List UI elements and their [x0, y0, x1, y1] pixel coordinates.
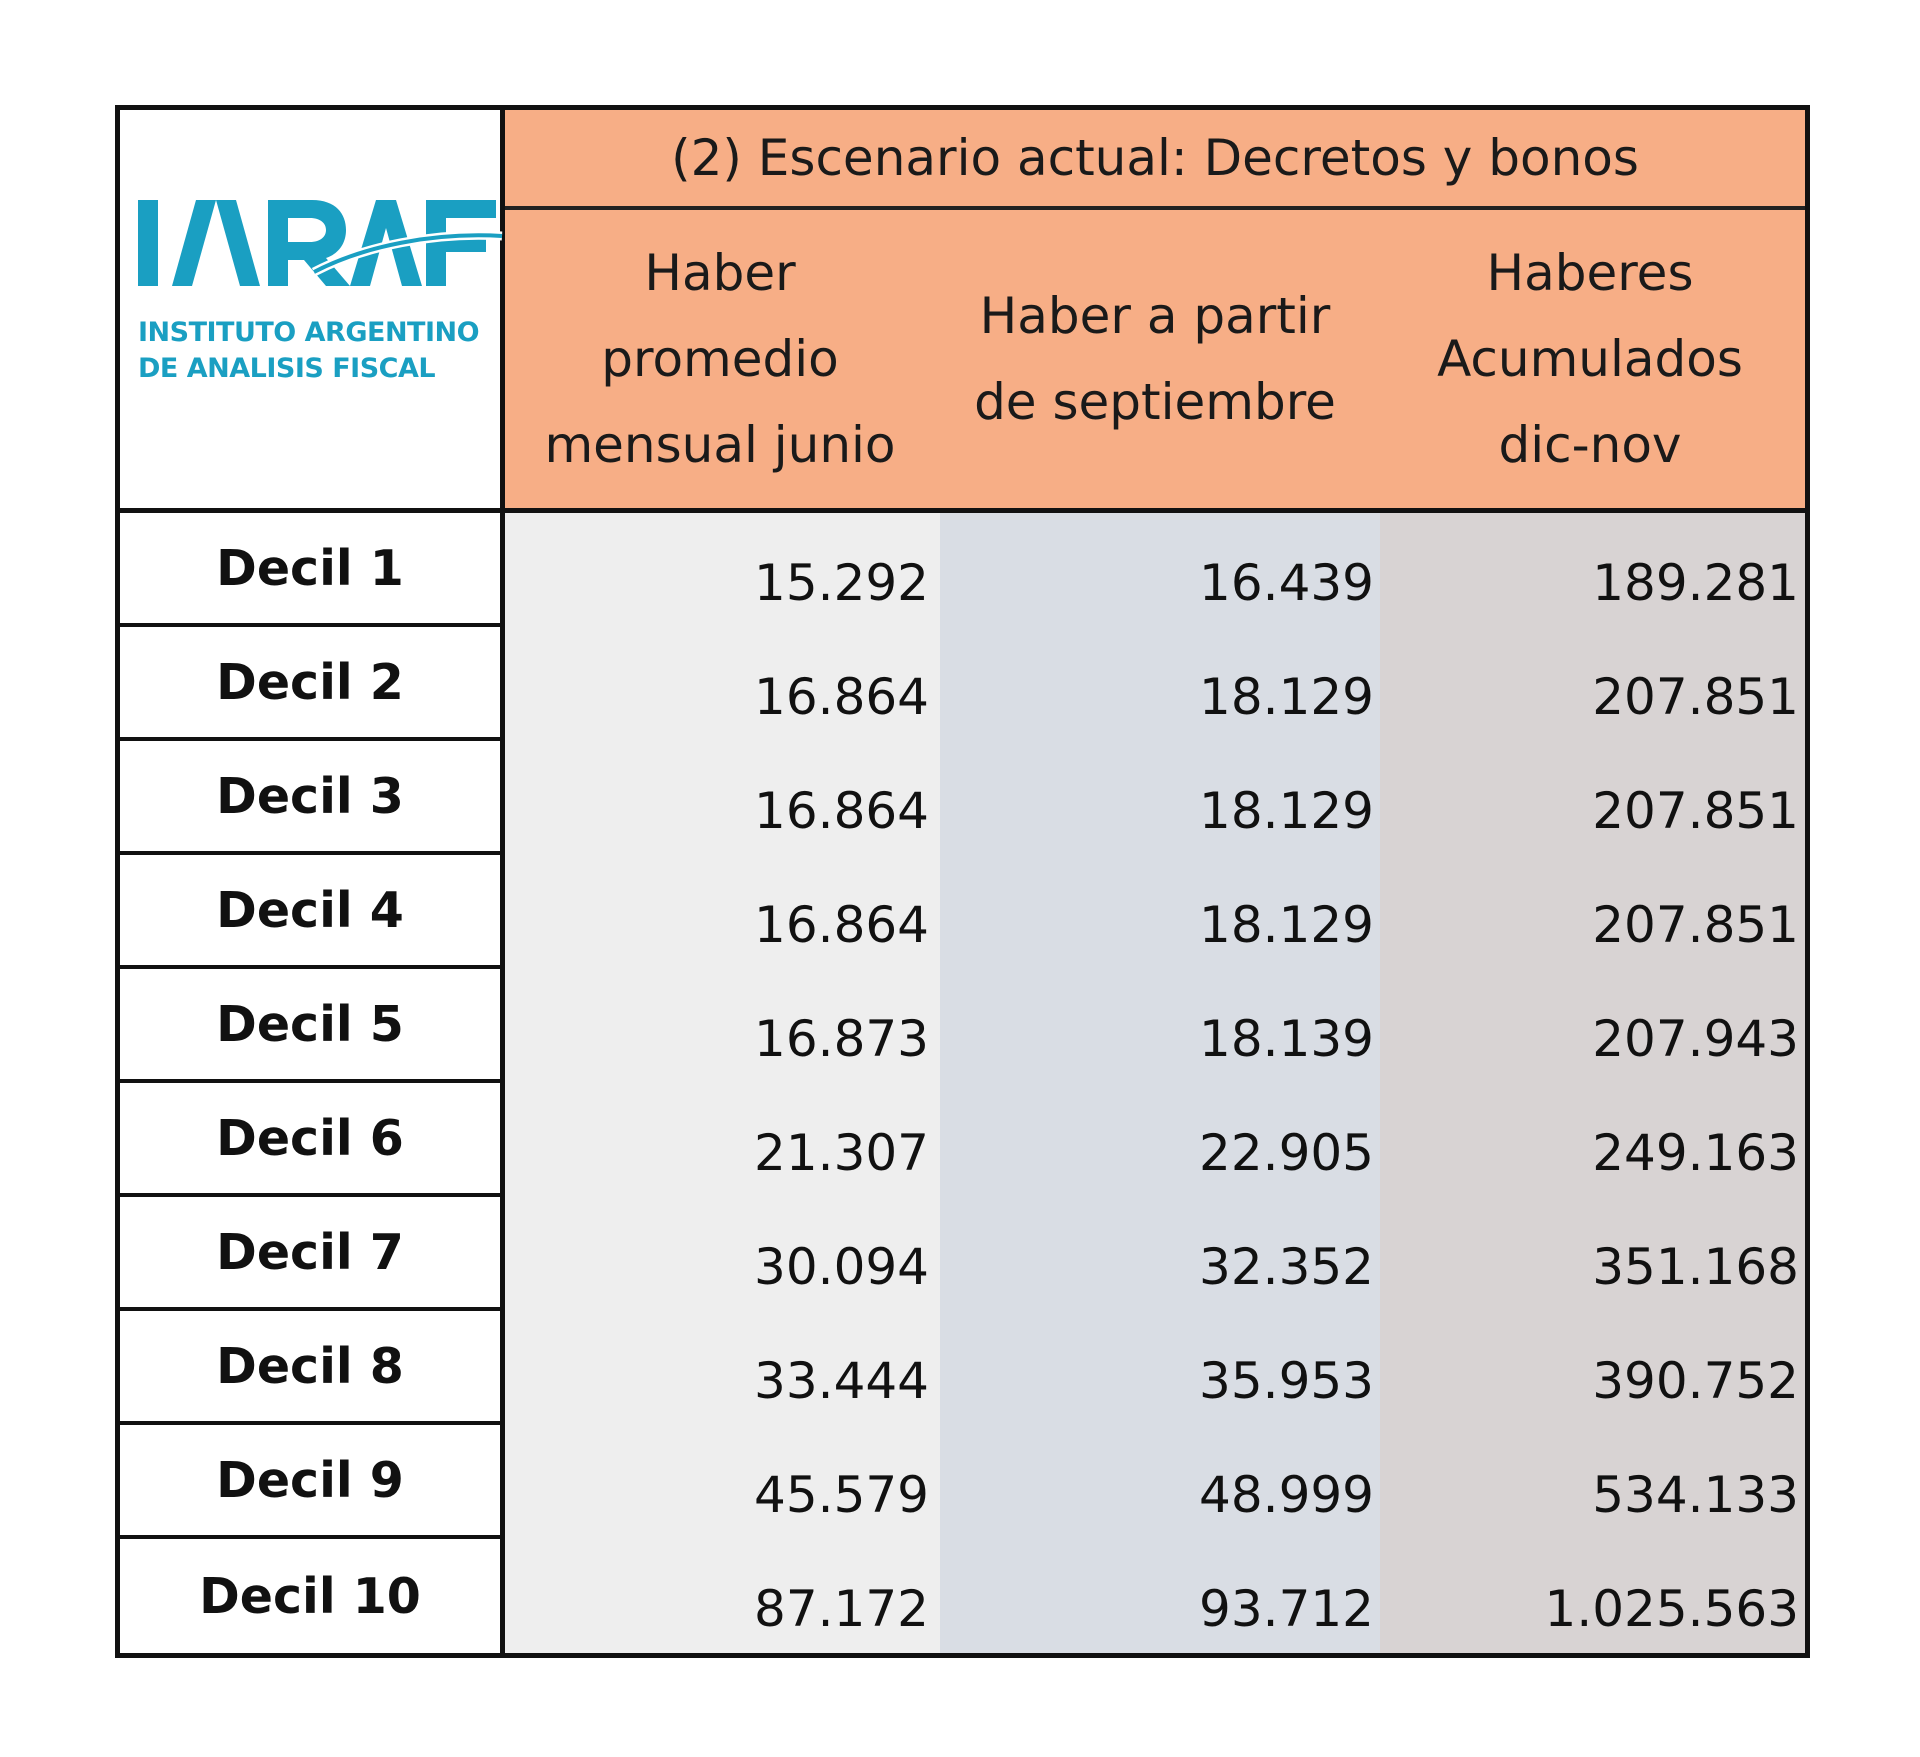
table-cell: 18.139	[1199, 1010, 1374, 1068]
logo-line-2: DE ANALISIS FISCAL	[138, 353, 436, 384]
row-label: Decil 3	[120, 741, 505, 855]
table-cell: 16.864	[754, 896, 929, 954]
row-label: Decil 8	[120, 1311, 505, 1425]
column-header-label: Haber promedio mensual junio	[544, 244, 896, 474]
data-table: INSTITUTO ARGENTINO DE ANALISIS FISCAL (…	[115, 105, 1810, 1658]
column-header-3: Haberes Acumulados dic-nov	[1375, 210, 1805, 508]
row-label: Decil 9	[120, 1425, 505, 1539]
column-header-2: Haber a partir de septiembre	[935, 210, 1375, 508]
table-cell: 390.752	[1592, 1352, 1799, 1410]
table-cell: 16.864	[754, 668, 929, 726]
table-cell: 534.133	[1592, 1466, 1799, 1524]
table-cell: 189.281	[1592, 554, 1799, 612]
table-cell: 207.851	[1592, 782, 1799, 840]
table-cell: 30.094	[754, 1238, 929, 1296]
column-background-2	[940, 513, 1380, 1653]
column-header-label: Haber a partir de septiembre	[974, 287, 1336, 431]
table-cell: 207.943	[1592, 1010, 1799, 1068]
table-cell: 18.129	[1199, 668, 1374, 726]
row-label: Decil 6	[120, 1083, 505, 1197]
table-cell: 87.172	[754, 1580, 929, 1638]
row-label: Decil 4	[120, 855, 505, 969]
row-label: Decil 10	[120, 1539, 505, 1653]
iaraf-logo-icon	[138, 200, 503, 286]
table-cell: 207.851	[1592, 668, 1799, 726]
table-cell: 249.163	[1592, 1124, 1799, 1182]
scenario-title: (2) Escenario actual: Decretos y bonos	[505, 110, 1805, 210]
table-cell: 15.292	[754, 554, 929, 612]
column-header-1: Haber promedio mensual junio	[505, 210, 935, 508]
logo-subtitle: INSTITUTO ARGENTINO DE ANALISIS FISCAL	[138, 315, 480, 387]
table-cell: 93.712	[1199, 1580, 1374, 1638]
row-label: Decil 7	[120, 1197, 505, 1311]
column-background-3	[1380, 513, 1805, 1653]
table-cell: 1.025.563	[1544, 1580, 1799, 1638]
table-cell: 48.999	[1199, 1466, 1374, 1524]
logo-line-1: INSTITUTO ARGENTINO	[138, 317, 480, 348]
table-body: 15.292 16.439 189.281 16.864 18.129 207.851 16…	[505, 513, 1805, 1653]
table-cell: 16.864	[754, 782, 929, 840]
table-cell: 16.873	[754, 1010, 929, 1068]
row-label: Decil 2	[120, 627, 505, 741]
table-cell: 18.129	[1199, 896, 1374, 954]
table-cell: 351.168	[1592, 1238, 1799, 1296]
table-cell: 22.905	[1199, 1124, 1374, 1182]
row-label: Decil 5	[120, 969, 505, 1083]
column-header-label: Haberes Acumulados dic-nov	[1437, 244, 1743, 474]
logo-cell: INSTITUTO ARGENTINO DE ANALISIS FISCAL	[120, 110, 505, 513]
column-background-1	[505, 513, 940, 1653]
table-cell: 32.352	[1199, 1238, 1374, 1296]
table-cell: 33.444	[754, 1352, 929, 1410]
table-cell: 35.953	[1199, 1352, 1374, 1410]
table-cell: 45.579	[754, 1466, 929, 1524]
table-cell: 18.129	[1199, 782, 1374, 840]
table-cell: 21.307	[754, 1124, 929, 1182]
table-cell: 16.439	[1199, 554, 1374, 612]
table-cell: 207.851	[1592, 896, 1799, 954]
table-header: (2) Escenario actual: Decretos y bonos H…	[505, 110, 1805, 513]
row-label: Decil 1	[120, 513, 505, 627]
